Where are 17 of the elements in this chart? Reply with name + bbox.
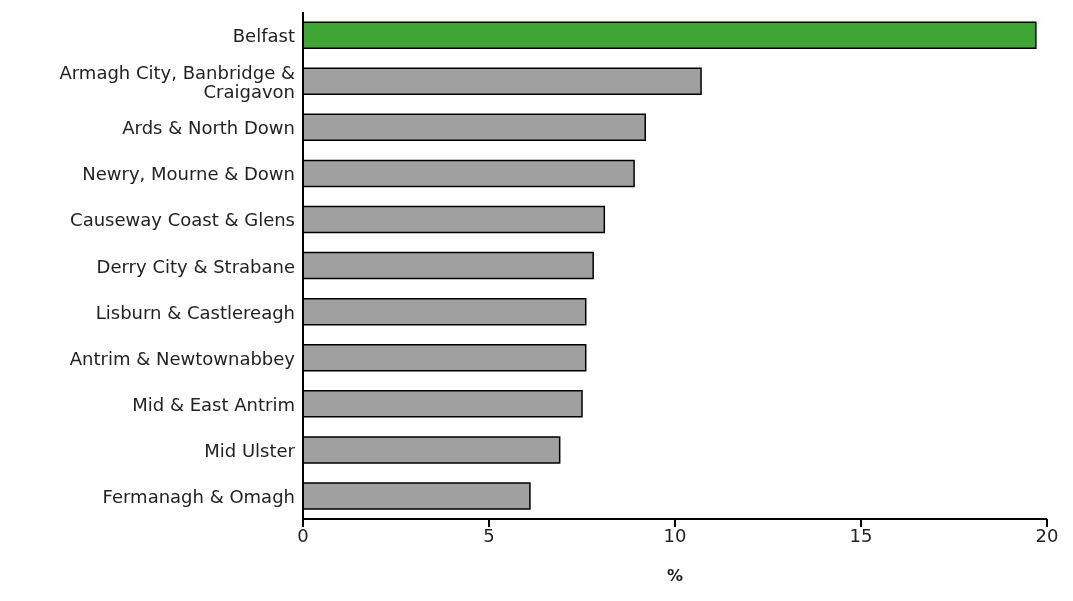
x-tick-label: 5 [483,524,495,546]
y-tick-label: Ards & North Down [122,116,295,138]
y-tick-label: Fermanagh & Omagh [102,485,295,507]
x-tick-label: 15 [849,524,873,546]
y-tick-label: Antrim & Newtownabbey [69,347,296,369]
y-tick-label: Mid & East Antrim [132,393,295,415]
x-tick-label: 20 [1035,524,1059,546]
y-tick-label: Derry City & Strabane [96,255,295,276]
x-axis-title: % [666,566,684,585]
x-tick-label: 10 [663,524,687,546]
y-tick-label: Mid Ulster [204,439,296,461]
y-tick-label: Belfast [232,24,295,46]
x-tick-label: 0 [297,524,309,546]
y-tick-label: Causeway Coast & Glens [70,208,295,230]
y-tick-label: Newry, Mourne & Down [82,162,295,184]
y-tick-label: Armagh City, Banbridge & Craigavon [59,61,295,102]
y-tick-label: Lisburn & Castlereagh [95,301,295,323]
